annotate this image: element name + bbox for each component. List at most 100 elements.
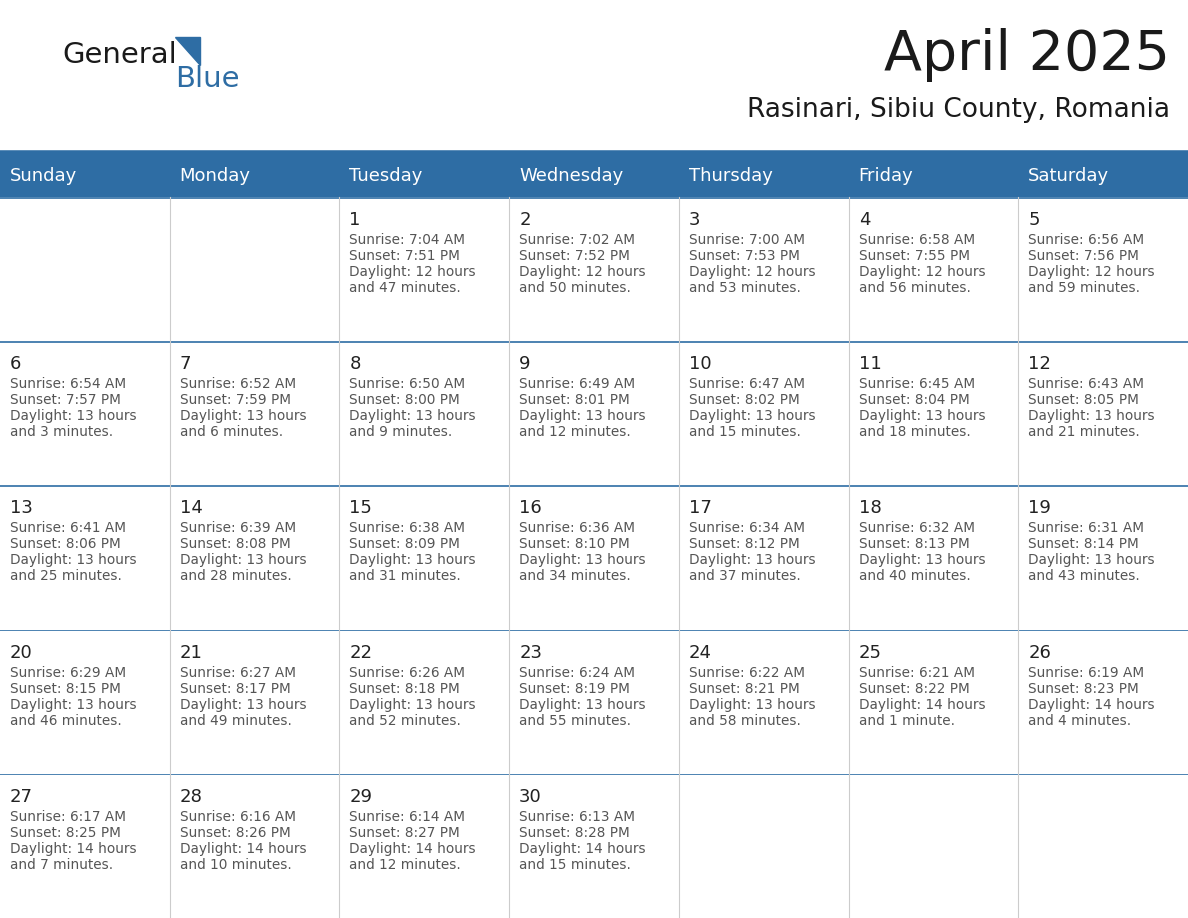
Text: Sunset: 7:59 PM: Sunset: 7:59 PM [179,393,291,408]
Text: 6: 6 [10,355,21,374]
Text: Daylight: 12 hours: Daylight: 12 hours [859,265,985,279]
Text: Sunset: 7:55 PM: Sunset: 7:55 PM [859,249,969,263]
Text: Sunset: 8:22 PM: Sunset: 8:22 PM [859,681,969,696]
Text: Sunset: 8:02 PM: Sunset: 8:02 PM [689,393,800,408]
Text: and 55 minutes.: and 55 minutes. [519,713,631,728]
Text: and 52 minutes.: and 52 minutes. [349,713,461,728]
Text: Sunrise: 6:56 AM: Sunrise: 6:56 AM [1029,233,1144,247]
Text: Sunset: 8:25 PM: Sunset: 8:25 PM [10,826,121,840]
Text: Daylight: 13 hours: Daylight: 13 hours [179,409,307,423]
Text: 13: 13 [10,499,33,518]
Text: and 18 minutes.: and 18 minutes. [859,425,971,439]
Text: Sunrise: 7:04 AM: Sunrise: 7:04 AM [349,233,466,247]
Text: Sunset: 8:08 PM: Sunset: 8:08 PM [179,537,290,552]
Text: Sunrise: 6:54 AM: Sunrise: 6:54 AM [10,377,126,391]
Text: 29: 29 [349,788,372,806]
Text: Daylight: 13 hours: Daylight: 13 hours [859,409,985,423]
Text: and 46 minutes.: and 46 minutes. [10,713,121,728]
Text: 19: 19 [1029,499,1051,518]
Text: Daylight: 13 hours: Daylight: 13 hours [10,409,137,423]
Text: Sunset: 8:01 PM: Sunset: 8:01 PM [519,393,630,408]
Text: 27: 27 [10,788,33,806]
Text: Daylight: 12 hours: Daylight: 12 hours [519,265,646,279]
Text: Sunset: 8:14 PM: Sunset: 8:14 PM [1029,537,1139,552]
Text: Wednesday: Wednesday [519,167,624,185]
Text: 17: 17 [689,499,712,518]
Text: Sunrise: 6:21 AM: Sunrise: 6:21 AM [859,666,974,679]
Text: Sunrise: 6:29 AM: Sunrise: 6:29 AM [10,666,126,679]
Text: and 6 minutes.: and 6 minutes. [179,425,283,439]
Text: Blue: Blue [175,65,240,93]
Text: Sunset: 7:53 PM: Sunset: 7:53 PM [689,249,800,263]
Text: Sunset: 8:19 PM: Sunset: 8:19 PM [519,681,630,696]
Text: Sunrise: 6:39 AM: Sunrise: 6:39 AM [179,521,296,535]
Text: Thursday: Thursday [689,167,772,185]
Text: Daylight: 13 hours: Daylight: 13 hours [349,409,476,423]
Text: Sunset: 8:27 PM: Sunset: 8:27 PM [349,826,460,840]
Text: 3: 3 [689,211,701,229]
Text: and 9 minutes.: and 9 minutes. [349,425,453,439]
Text: Daylight: 12 hours: Daylight: 12 hours [349,265,476,279]
Text: Sunrise: 6:17 AM: Sunrise: 6:17 AM [10,810,126,823]
Text: Sunset: 8:00 PM: Sunset: 8:00 PM [349,393,460,408]
Text: and 40 minutes.: and 40 minutes. [859,569,971,584]
Text: Sunrise: 6:13 AM: Sunrise: 6:13 AM [519,810,636,823]
Text: Sunset: 7:52 PM: Sunset: 7:52 PM [519,249,630,263]
Text: and 15 minutes.: and 15 minutes. [519,857,631,872]
Text: 16: 16 [519,499,542,518]
Text: and 28 minutes.: and 28 minutes. [179,569,291,584]
Text: 11: 11 [859,355,881,374]
Text: 26: 26 [1029,644,1051,662]
Text: 22: 22 [349,644,372,662]
Text: Sunrise: 6:34 AM: Sunrise: 6:34 AM [689,521,804,535]
Text: Daylight: 14 hours: Daylight: 14 hours [349,842,476,856]
Text: Sunset: 8:05 PM: Sunset: 8:05 PM [1029,393,1139,408]
Text: Sunrise: 6:38 AM: Sunrise: 6:38 AM [349,521,466,535]
Text: Daylight: 13 hours: Daylight: 13 hours [519,698,646,711]
Text: 12: 12 [1029,355,1051,374]
Text: and 21 minutes.: and 21 minutes. [1029,425,1140,439]
Text: Daylight: 13 hours: Daylight: 13 hours [179,554,307,567]
Text: Daylight: 14 hours: Daylight: 14 hours [519,842,646,856]
Text: and 50 minutes.: and 50 minutes. [519,281,631,295]
Text: Sunset: 8:23 PM: Sunset: 8:23 PM [1029,681,1139,696]
Text: and 53 minutes.: and 53 minutes. [689,281,801,295]
Text: Sunset: 8:04 PM: Sunset: 8:04 PM [859,393,969,408]
Text: Sunset: 8:12 PM: Sunset: 8:12 PM [689,537,800,552]
Text: Daylight: 13 hours: Daylight: 13 hours [859,554,985,567]
Text: Daylight: 14 hours: Daylight: 14 hours [859,698,985,711]
Text: General: General [62,41,177,69]
Text: 5: 5 [1029,211,1040,229]
Text: and 25 minutes.: and 25 minutes. [10,569,122,584]
Text: Sunset: 7:56 PM: Sunset: 7:56 PM [1029,249,1139,263]
Text: Sunset: 8:21 PM: Sunset: 8:21 PM [689,681,800,696]
Text: and 15 minutes.: and 15 minutes. [689,425,801,439]
Text: Sunrise: 7:02 AM: Sunrise: 7:02 AM [519,233,636,247]
Text: Daylight: 13 hours: Daylight: 13 hours [519,409,646,423]
Text: 1: 1 [349,211,361,229]
Text: Sunrise: 6:27 AM: Sunrise: 6:27 AM [179,666,296,679]
Text: and 31 minutes.: and 31 minutes. [349,569,461,584]
Text: Sunrise: 6:36 AM: Sunrise: 6:36 AM [519,521,636,535]
Text: Daylight: 13 hours: Daylight: 13 hours [519,554,646,567]
Text: 4: 4 [859,211,870,229]
Text: and 43 minutes.: and 43 minutes. [1029,569,1140,584]
Text: Rasinari, Sibiu County, Romania: Rasinari, Sibiu County, Romania [747,97,1170,123]
Text: Daylight: 13 hours: Daylight: 13 hours [10,698,137,711]
Text: Daylight: 13 hours: Daylight: 13 hours [1029,409,1155,423]
Text: and 58 minutes.: and 58 minutes. [689,713,801,728]
Text: Daylight: 13 hours: Daylight: 13 hours [349,698,476,711]
Text: Sunday: Sunday [10,167,77,185]
Text: Sunrise: 6:41 AM: Sunrise: 6:41 AM [10,521,126,535]
Text: Sunrise: 6:26 AM: Sunrise: 6:26 AM [349,666,466,679]
Text: Daylight: 13 hours: Daylight: 13 hours [179,698,307,711]
Text: and 59 minutes.: and 59 minutes. [1029,281,1140,295]
Text: 30: 30 [519,788,542,806]
Text: 24: 24 [689,644,712,662]
Text: Daylight: 13 hours: Daylight: 13 hours [689,554,815,567]
Text: Daylight: 13 hours: Daylight: 13 hours [689,409,815,423]
Text: Sunrise: 7:00 AM: Sunrise: 7:00 AM [689,233,804,247]
Text: and 7 minutes.: and 7 minutes. [10,857,113,872]
Text: 20: 20 [10,644,33,662]
Text: and 10 minutes.: and 10 minutes. [179,857,291,872]
